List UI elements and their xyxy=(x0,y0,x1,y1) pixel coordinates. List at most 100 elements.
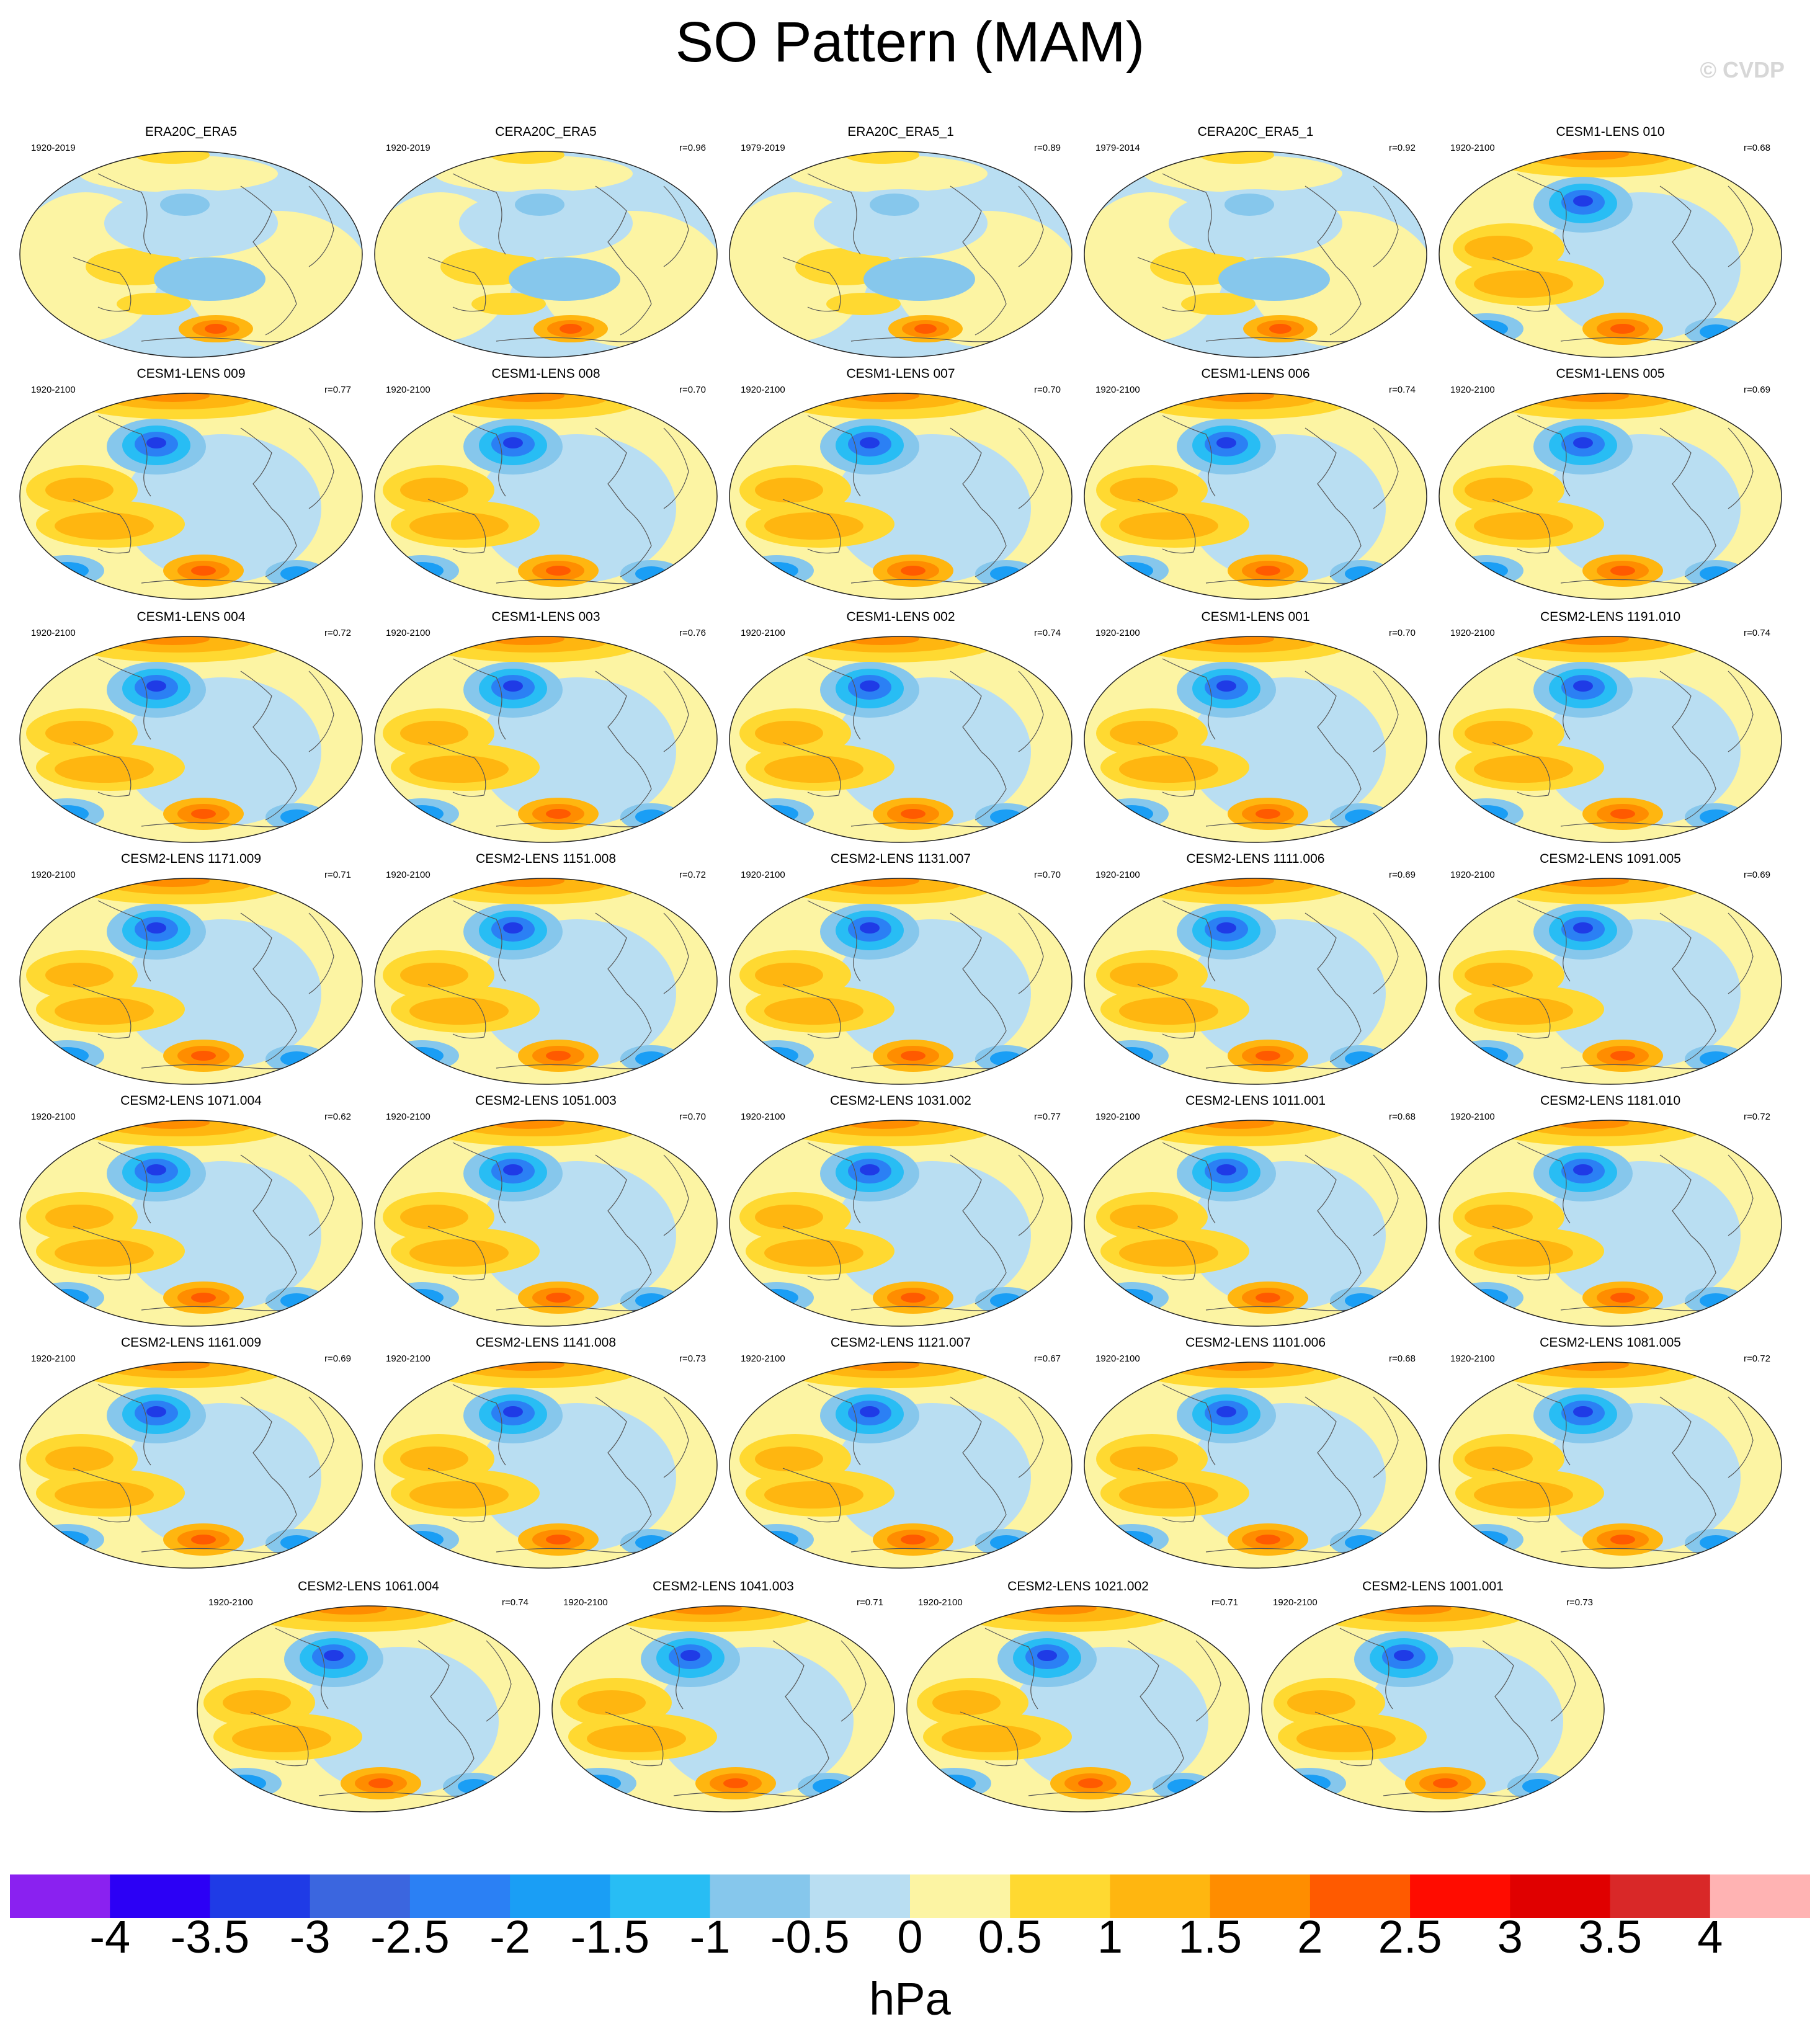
world-map xyxy=(1439,151,1782,358)
positive-anomaly xyxy=(1465,721,1533,746)
negative-anomaly xyxy=(400,805,444,822)
coastline xyxy=(1305,912,1337,994)
panel-correlation: r=0.71 xyxy=(857,1597,883,1608)
coastline xyxy=(1373,1154,1399,1236)
panel-correlation: r=0.69 xyxy=(1744,385,1770,395)
positive-anomaly xyxy=(409,512,509,540)
colorbar-tick: 1 xyxy=(1097,1911,1123,1963)
panel-correlation: r=0.69 xyxy=(324,1353,351,1364)
positive-anomaly xyxy=(45,1446,114,1471)
positive-anomaly xyxy=(1144,155,1342,192)
positive-anomaly xyxy=(1296,1725,1396,1752)
positive-anomaly xyxy=(1465,1446,1533,1471)
panel-years: 1920-2100 xyxy=(1095,870,1140,880)
coastline xyxy=(1492,257,1551,312)
panel-years: 1920-2100 xyxy=(386,1353,430,1364)
panel-title: CESM2-LENS 1131.007 xyxy=(830,852,971,866)
panel-correlation: r=0.72 xyxy=(324,628,351,638)
coastline xyxy=(807,415,861,497)
negative-anomaly xyxy=(870,194,919,216)
coastline xyxy=(1517,173,1571,255)
panel-title: CESM2-LENS 1171.009 xyxy=(120,852,262,866)
negative-anomaly xyxy=(1110,1531,1153,1548)
coastline xyxy=(1492,742,1551,797)
colorbar-tick: -3.5 xyxy=(170,1911,250,1963)
figure-title: SO Pattern (MAM) xyxy=(675,11,1145,74)
negative-anomaly xyxy=(1700,1051,1732,1066)
world-map xyxy=(729,1120,1073,1327)
coastline xyxy=(984,1628,1038,1709)
map-border xyxy=(906,1605,1250,1812)
negative-anomaly xyxy=(385,1040,459,1071)
coastline xyxy=(1684,508,1716,577)
positive-anomaly xyxy=(901,1535,926,1544)
world-map xyxy=(1439,1120,1782,1327)
map-border xyxy=(729,1362,1073,1569)
panel-correlation: r=0.89 xyxy=(1034,143,1061,153)
coastline xyxy=(1492,984,1551,1039)
coastline xyxy=(950,1396,982,1478)
negative-anomaly xyxy=(1573,195,1593,207)
panel-title: CESM1-LENS 005 xyxy=(1556,367,1665,381)
map-panel: CESM2-LENS 1071.004 1920-2100 r=0.62 xyxy=(17,1093,365,1327)
positive-anomaly xyxy=(1377,1606,1452,1615)
map-panel: CESM2-LENS 1031.002 1920-2100 r=0.77 xyxy=(727,1093,1074,1327)
coastline xyxy=(97,658,151,740)
negative-anomaly xyxy=(755,1047,798,1064)
world-map xyxy=(374,1362,718,1569)
negative-anomaly xyxy=(860,680,880,692)
positive-anomaly xyxy=(1474,1481,1573,1509)
world-map xyxy=(19,393,363,600)
coastline xyxy=(1018,185,1044,267)
positive-anomaly xyxy=(135,636,210,645)
coastline xyxy=(73,1468,132,1523)
coastline xyxy=(308,1154,334,1236)
positive-anomaly xyxy=(755,1446,823,1471)
coastline xyxy=(1517,900,1571,982)
positive-anomaly xyxy=(1465,963,1533,987)
panel-years: 1920-2100 xyxy=(741,628,785,638)
panel-correlation: r=0.74 xyxy=(1389,385,1416,395)
positive-anomaly xyxy=(845,393,919,402)
colorbar-segment xyxy=(10,1874,110,1918)
coastline xyxy=(1314,1711,1373,1767)
negative-anomaly xyxy=(635,1535,667,1550)
map-panel: CESM2-LENS 1171.009 1920-2100 r=0.71 xyxy=(17,851,365,1085)
negative-anomaly xyxy=(755,562,798,579)
panel-years: 1920-2100 xyxy=(918,1597,963,1608)
positive-anomaly xyxy=(45,963,114,987)
world-map xyxy=(1084,1120,1427,1327)
coastline xyxy=(663,185,689,267)
positive-anomaly xyxy=(845,636,919,645)
coastline xyxy=(1684,751,1716,821)
coastline xyxy=(240,671,272,752)
positive-anomaly xyxy=(764,997,863,1025)
coastline xyxy=(97,1142,151,1224)
positive-anomaly xyxy=(135,1120,210,1129)
panel-title: CERA20C_ERA5 xyxy=(495,125,597,139)
coastline xyxy=(265,1235,297,1304)
panel-title: CESM2-LENS 1031.002 xyxy=(830,1094,971,1108)
coastline xyxy=(950,1154,982,1236)
panel-title: CESM2-LENS 1041.003 xyxy=(653,1579,794,1593)
panel-title: CESM2-LENS 1111.006 xyxy=(1186,852,1325,866)
negative-anomaly xyxy=(1224,194,1274,216)
positive-anomaly xyxy=(1474,997,1573,1025)
coastline xyxy=(240,185,272,267)
positive-anomaly xyxy=(232,1725,331,1752)
panel-years: 1920-2100 xyxy=(741,1353,785,1364)
positive-anomaly xyxy=(764,1481,863,1509)
positive-anomaly xyxy=(764,756,863,783)
panel-title: CESM2-LENS 1081.005 xyxy=(1540,1335,1681,1350)
negative-anomaly xyxy=(1110,1047,1153,1064)
map-panel: CESM1-LENS 003 1920-2100 r=0.76 xyxy=(372,609,720,843)
world-map xyxy=(1439,393,1782,600)
positive-anomaly xyxy=(135,393,210,402)
negative-anomaly xyxy=(45,1289,89,1306)
map-border xyxy=(1084,393,1427,600)
world-map xyxy=(374,393,718,600)
positive-anomaly xyxy=(1110,721,1178,746)
map-border xyxy=(19,636,363,843)
coastline xyxy=(663,427,689,509)
map-border xyxy=(374,636,718,843)
